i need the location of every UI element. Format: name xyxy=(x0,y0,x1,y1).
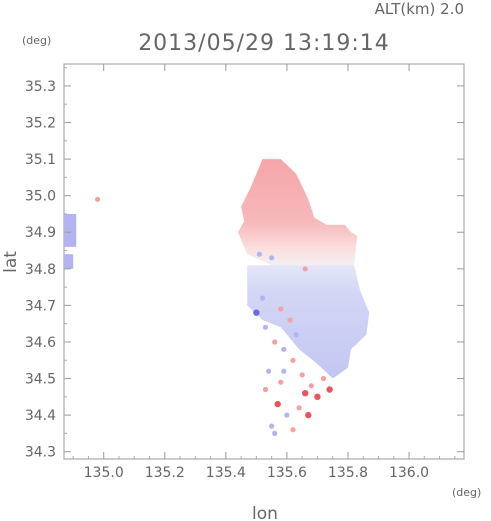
echo-speckle-28 xyxy=(281,368,287,374)
echo-speckle-6 xyxy=(302,390,309,397)
echo-speckle-27 xyxy=(302,266,308,272)
y-tick-label-0: 34.3 xyxy=(25,445,56,461)
y-tick-label-4: 34.7 xyxy=(25,298,56,314)
y-tick-label-5: 34.8 xyxy=(25,262,56,278)
echo-speckle-22 xyxy=(287,317,293,323)
subtitle: ALT(km) 2.0 xyxy=(375,0,464,18)
echo-speckle-20 xyxy=(278,306,284,312)
echo-speckle-5 xyxy=(278,379,284,385)
x-tick-label-5: 136.0 xyxy=(389,465,429,481)
y-tick-labels: 34.3 34.4 34.5 34.6 34.7 34.8 34.9 35.0 35.1 35.2… xyxy=(25,79,56,461)
x-tick-label-4: 135.8 xyxy=(328,465,368,481)
echo-speckle-9 xyxy=(296,405,302,411)
echo-region-0 xyxy=(238,159,358,266)
x-tick-labels: 135.0 135.2 135.4 135.6 135.8 136.0 xyxy=(84,465,429,481)
y-tick-label-7: 35.0 xyxy=(25,189,56,205)
echo-speckle-1 xyxy=(272,339,278,345)
echo-speckle-0 xyxy=(262,324,269,330)
echo-speckle-16 xyxy=(320,375,327,382)
y-tick-label-3: 34.6 xyxy=(25,335,56,351)
x-tick-label-3: 135.6 xyxy=(267,465,307,481)
echo-region-1 xyxy=(247,265,370,379)
chart-title: 2013/05/29 13:19:14 xyxy=(138,31,390,56)
y-tick-label-10: 35.3 xyxy=(25,79,56,95)
echo-speckle-10 xyxy=(284,412,290,418)
echo-speckle-12 xyxy=(262,386,269,393)
y-tick-label-6: 34.9 xyxy=(25,225,56,241)
echo-speckle-18 xyxy=(253,309,260,316)
echo-speckle-23 xyxy=(272,430,278,436)
y-axis-label: lat xyxy=(1,251,21,273)
echo-speckle-29 xyxy=(299,372,305,378)
echo-region-2 xyxy=(64,214,77,247)
axis-ticks xyxy=(64,64,464,459)
x-axis-label: lon xyxy=(252,504,278,521)
echo-speckle-15 xyxy=(305,411,312,419)
echo-speckle-11 xyxy=(274,400,281,408)
echo-speckle-21 xyxy=(293,332,299,338)
x-unit-label: (deg) xyxy=(452,486,481,499)
echo-speckle-17 xyxy=(326,386,333,393)
y-tick-label-2: 34.5 xyxy=(25,372,56,388)
x-tick-label-0: 135.0 xyxy=(84,465,124,481)
x-tick-label-1: 135.2 xyxy=(145,465,185,481)
y-unit-label: (deg) xyxy=(22,34,51,47)
echo-speckle-2 xyxy=(281,346,287,352)
echo-speckle-7 xyxy=(308,383,314,389)
plot-area xyxy=(64,159,370,436)
y-tick-label-8: 35.1 xyxy=(25,152,56,168)
y-tick-label-1: 34.4 xyxy=(25,408,56,424)
x-tick-label-2: 135.4 xyxy=(206,465,246,481)
echo-region-3 xyxy=(64,254,74,269)
echo-speckle-19 xyxy=(259,295,266,301)
y-tick-label-9: 35.2 xyxy=(25,116,56,132)
echo-speckle-4 xyxy=(266,368,272,374)
echo-speckle-3 xyxy=(290,357,296,363)
echo-speckle-25 xyxy=(256,251,262,257)
echo-speckle-26 xyxy=(269,255,275,261)
echo-speckle-8 xyxy=(314,393,321,400)
echo-speckle-24 xyxy=(95,196,101,202)
echo-speckle-13 xyxy=(269,423,275,429)
echo-speckle-14 xyxy=(290,427,296,433)
